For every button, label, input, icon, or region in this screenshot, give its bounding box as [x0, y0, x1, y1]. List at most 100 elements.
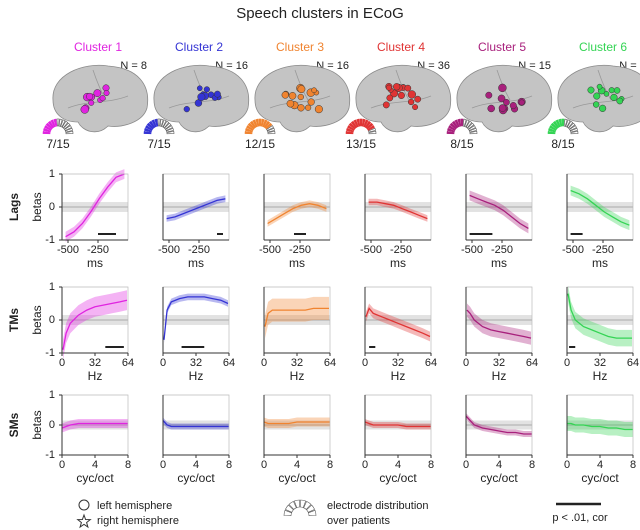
x-tick-label: 64 [425, 357, 437, 369]
x-axis-label: cyc/oct [379, 471, 417, 485]
x-tick-label: 32 [89, 357, 101, 369]
electrode [608, 87, 615, 94]
distribution-segment [457, 118, 462, 127]
x-tick-label: 0 [160, 459, 166, 471]
distribution-segment [350, 120, 358, 129]
cluster-label: Cluster 4 [377, 40, 425, 54]
distribution-segment [244, 130, 253, 135]
x-axis-label: cyc/oct [581, 471, 619, 485]
x-axis-label: ms [390, 256, 406, 270]
distribution-segment [60, 119, 66, 128]
electrode [297, 85, 306, 94]
electrode [407, 90, 417, 99]
panel: 0 32 64 Hz [463, 286, 538, 383]
x-tick-label: 8 [529, 459, 535, 471]
electrode [613, 87, 621, 94]
x-tick-label: 0 [261, 459, 267, 471]
distribution-segment [368, 130, 377, 135]
mean-line [368, 201, 428, 220]
cluster-label: Cluster 3 [276, 40, 324, 54]
electrode [392, 83, 401, 91]
panel: 0 4 8 cyc/oct [564, 394, 636, 485]
electrode [412, 104, 419, 111]
left-symbol [78, 499, 90, 511]
mean-line [469, 194, 529, 229]
panel: 0 32 64 Hz [261, 286, 336, 383]
x-tick-label: 32 [291, 357, 303, 369]
distribution-segment [50, 119, 56, 128]
electrode [616, 97, 624, 105]
electrode [307, 98, 315, 106]
panel: 0 4 8 cyc/oct [463, 394, 535, 485]
distribution-segment [165, 127, 174, 133]
error-band [368, 198, 428, 222]
distribution-segment [144, 127, 153, 133]
distribution-segment [246, 125, 254, 131]
error-band [264, 417, 330, 428]
mean-line [465, 415, 532, 435]
error-band [265, 296, 329, 339]
distribution-segment [565, 119, 571, 128]
x-tick-label: -500 [57, 244, 79, 256]
distribution-segment [262, 119, 268, 128]
distribution-segment [566, 120, 574, 129]
distribution-segment [547, 130, 556, 135]
cluster-label: Cluster 6 [579, 40, 627, 54]
distribution-segment [568, 122, 576, 130]
electrode [286, 99, 295, 108]
x-tick-label: 64 [122, 357, 134, 369]
error-band [164, 293, 228, 344]
cluster-fraction: 13/15 [346, 137, 376, 151]
panel: 0 4 8 cyc/oct [362, 394, 434, 485]
electrode [183, 106, 190, 113]
mean-line [162, 420, 229, 428]
electrode [93, 89, 102, 98]
legend-significance: p < .01, cor [552, 512, 608, 524]
distribution-segment [361, 118, 366, 127]
legend-distribution-1: electrode distribution [327, 500, 429, 512]
y-axis-label: betas [30, 305, 44, 334]
x-tick-label: -250 [87, 244, 109, 256]
legend-right: right hemisphere [97, 515, 179, 527]
distribution-segment [356, 118, 361, 127]
electrode [518, 99, 525, 106]
mean-line [163, 296, 229, 340]
distribution-segment [166, 130, 175, 135]
x-tick-label: 32 [190, 357, 202, 369]
distribution-icon [446, 118, 478, 135]
x-tick-label: 0 [59, 357, 65, 369]
electrode [203, 86, 210, 93]
electrode [587, 86, 595, 94]
x-tick-label: 8 [226, 459, 232, 471]
electrode [385, 84, 392, 91]
x-tick-label: -250 [289, 244, 311, 256]
distribution-segment [550, 122, 558, 130]
distribution-segment [42, 130, 51, 135]
electrode [610, 93, 618, 101]
distribution-segment [366, 122, 374, 130]
electrode [485, 91, 493, 99]
distribution-segment [267, 130, 276, 135]
distribution-segment [465, 120, 473, 129]
distribution-segment [448, 125, 456, 131]
distribution-segment [258, 118, 262, 127]
distribution-segment [303, 501, 312, 510]
x-tick-label: -500 [562, 244, 584, 256]
electrode [196, 85, 203, 92]
distribution-segment [449, 122, 457, 130]
distribution-segment [293, 499, 301, 508]
distribution-segment [454, 119, 460, 128]
electrode [80, 105, 89, 114]
electrode [214, 90, 221, 98]
panel: 0 32 64 Hz [160, 286, 235, 383]
electrode [297, 104, 305, 112]
y-tick-label: 0 [49, 419, 55, 431]
distribution-segment [247, 122, 255, 130]
x-tick-label: 4 [496, 459, 502, 471]
y-tick-label: 0 [49, 314, 55, 326]
distribution-segment [165, 125, 173, 131]
distribution-segment [245, 127, 254, 133]
distribution-segment [43, 127, 52, 133]
